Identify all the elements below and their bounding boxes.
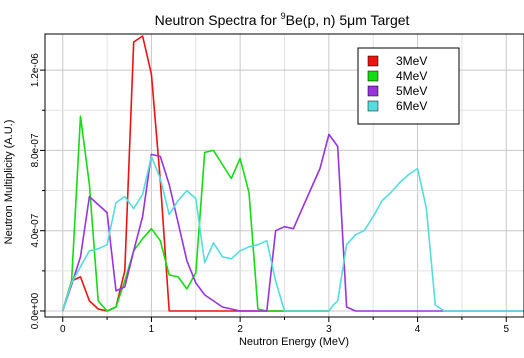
series-line-6MeV (61, 155, 524, 312)
chart-title: Neutron Spectra for 9Be(p, n) 5μm Target (155, 11, 410, 28)
y-tick-label: 0.0e+00 (30, 292, 41, 329)
y-tick-label: 4.0e-07 (30, 213, 41, 247)
x-tick-label: 4 (415, 324, 421, 335)
series-lines (61, 35, 524, 312)
chart-title-superscript: 9 (281, 11, 286, 21)
series-line-4MeV (61, 115, 329, 312)
x-tick-label: 2 (237, 324, 243, 335)
series-line-5MeV (61, 133, 524, 312)
chart-title-prefix: Neutron Spectra for (155, 12, 281, 28)
legend-swatch-3MeV (367, 55, 379, 67)
series-line-3MeV (61, 35, 329, 312)
legend-swatch-4MeV (367, 70, 379, 82)
legend-swatch-6MeV (367, 100, 379, 112)
x-tick-label: 3 (326, 324, 332, 335)
x-axis-ticks: 0 1 2 3 4 5 (60, 317, 509, 335)
chart-title-suffix: Be(p, n) 5μm Target (286, 12, 410, 28)
legend-label-3MeV: 3MeV (396, 54, 427, 68)
x-axis-label: Neutron Energy (MeV) (239, 336, 349, 348)
y-tick-label: 1.2e-06 (30, 53, 41, 87)
legend-swatch-5MeV (367, 85, 379, 97)
x-tick-label: 5 (503, 324, 509, 335)
x-tick-label: 0 (60, 324, 66, 335)
legend-label-4MeV: 4MeV (396, 69, 427, 83)
legend-label-6MeV: 6MeV (396, 99, 427, 113)
legend-label-5MeV: 5MeV (396, 84, 427, 98)
y-axis-label: Neutron Multiplicity (A.U.) (3, 120, 15, 245)
x-tick-label: 1 (149, 324, 155, 335)
y-tick-label: 8.0e-07 (30, 133, 41, 167)
y-axis-ticks: 0.0e+00 4.0e-07 8.0e-07 1.2e-06 (30, 53, 45, 329)
